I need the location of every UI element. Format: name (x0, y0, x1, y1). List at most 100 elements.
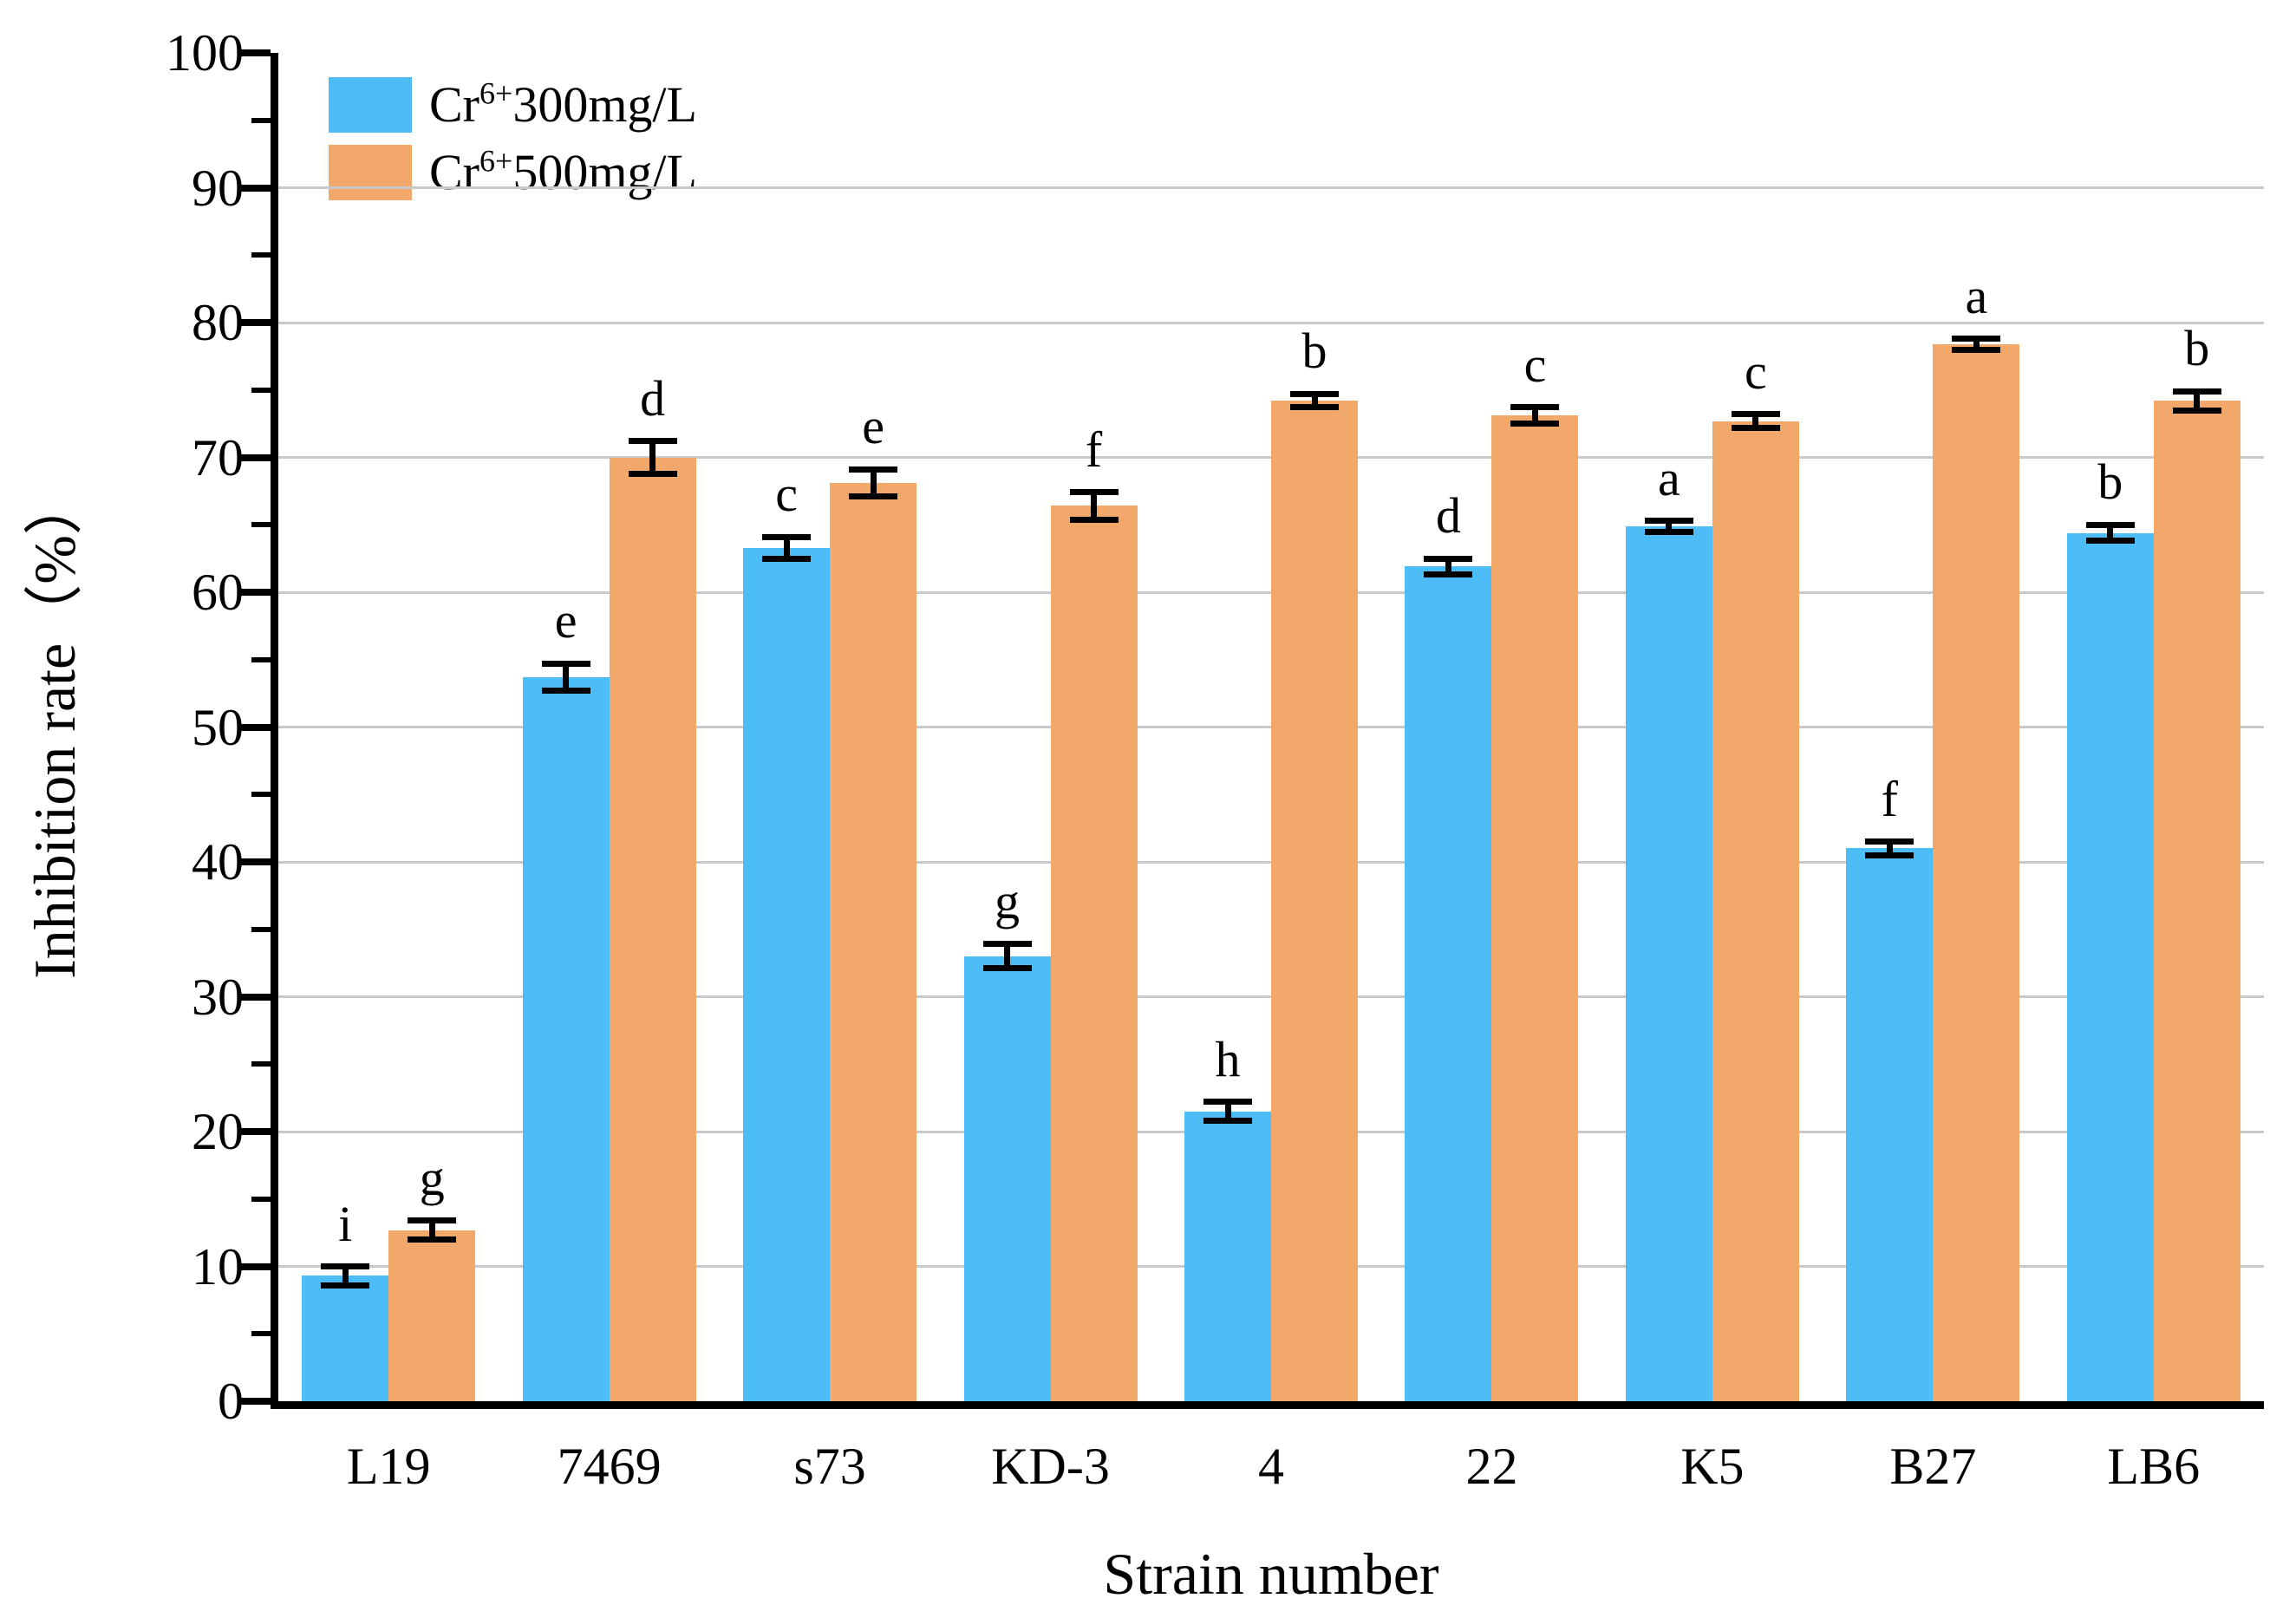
plot-area: Inhibition rate（%） Strain number Cr6+300… (22, 27, 2264, 1603)
bar-L19-300mg/L (302, 1275, 389, 1401)
x-category-label-L19: L19 (346, 1438, 431, 1495)
y-major-tick-90 (238, 184, 271, 192)
y-tick-label-90: 90 (192, 159, 244, 217)
error-cap-top-s73-500mg/L (849, 466, 898, 473)
y-major-tick-30 (238, 993, 271, 1001)
error-bar-7469-500mg/L (649, 440, 656, 474)
legend-item-300mg/L: Cr6+300mg/L (329, 77, 697, 133)
y-tick-label-80: 80 (192, 294, 244, 351)
error-bar-KD-3-300mg/L (1004, 943, 1011, 969)
y-major-tick-70 (238, 453, 271, 461)
bar-KD-3-300mg/L (963, 956, 1051, 1401)
x-category-label-22: 22 (1465, 1438, 1518, 1495)
error-cap-top-K5-500mg/L (1731, 411, 1780, 418)
y-minor-tick-15 (251, 1196, 271, 1202)
y-major-tick-20 (238, 1128, 271, 1135)
sig-letter-LB6-300mg/L: b (2097, 453, 2123, 511)
y-tick-label-0: 0 (218, 1373, 244, 1430)
error-bar-22-300mg/L (1445, 558, 1451, 575)
error-bar-4-500mg/L (1311, 394, 1318, 408)
bar-LB6-300mg/L (2066, 532, 2154, 1401)
error-bar-LB6-300mg/L (2107, 525, 2114, 541)
error-cap-top-LB6-300mg/L (2085, 521, 2135, 528)
legend-label-500mg/L: Cr6+500mg/L (429, 143, 697, 200)
error-cap-top-22-300mg/L (1424, 555, 1473, 562)
error-bar-4-300mg/L (1224, 1101, 1231, 1121)
bar-4-300mg/L (1184, 1111, 1271, 1401)
error-bar-L19-300mg/L (342, 1266, 349, 1286)
y-axis-title: Inhibition rate（%） (22, 475, 88, 979)
error-cap-top-22-500mg/L (1510, 404, 1560, 411)
error-cap-top-B27-500mg/L (1952, 336, 2001, 343)
error-cap-bottom-K5-500mg/L (1731, 424, 1780, 431)
bar-LB6-500mg/L (2153, 401, 2241, 1401)
bar-7469-300mg/L (522, 676, 610, 1401)
y-minor-tick-65 (251, 522, 271, 528)
y-tick-label-20: 20 (192, 1103, 244, 1160)
x-category-label-B27: B27 (1889, 1438, 1977, 1495)
sig-letter-7469-500mg/L: d (640, 369, 666, 427)
error-bar-s73-300mg/L (783, 537, 790, 559)
y-tick-label-10: 10 (192, 1237, 244, 1295)
y-major-tick-40 (238, 858, 271, 865)
y-major-tick-50 (238, 723, 271, 731)
error-cap-top-L19-300mg/L (321, 1263, 370, 1269)
error-cap-bottom-s73-500mg/L (849, 493, 898, 500)
error-bar-L19-500mg/L (428, 1220, 435, 1240)
sig-letter-LB6-500mg/L: b (2184, 320, 2210, 377)
y-major-tick-80 (238, 319, 271, 326)
legend-item-500mg/L: Cr6+500mg/L (329, 145, 697, 200)
sig-letter-s73-300mg/L: c (775, 466, 798, 523)
sig-letter-L19-500mg/L: g (419, 1149, 445, 1206)
sig-letter-L19-300mg/L: i (338, 1195, 353, 1252)
error-cap-bottom-K5-300mg/L (1644, 528, 1693, 535)
error-cap-top-4-500mg/L (1290, 390, 1339, 397)
error-cap-top-K5-300mg/L (1644, 518, 1693, 525)
bar-22-500mg/L (1491, 415, 1579, 1401)
x-category-label-s73: s73 (793, 1438, 866, 1495)
x-category-label-LB6: LB6 (2107, 1438, 2201, 1495)
error-cap-bottom-KD-3-500mg/L (1069, 516, 1119, 523)
y-tick-label-100: 100 (166, 24, 244, 82)
y-minor-tick-25 (251, 1061, 271, 1067)
y-minor-tick-85 (251, 252, 271, 258)
sig-letter-4-500mg/L: b (1301, 323, 1327, 380)
sig-letter-22-500mg/L: c (1523, 336, 1547, 393)
y-major-tick-0 (238, 1398, 271, 1405)
bar-B27-300mg/L (1846, 848, 1934, 1401)
error-cap-bottom-22-500mg/L (1510, 421, 1560, 427)
bar-22-300mg/L (1405, 566, 1492, 1401)
y-minor-tick-55 (251, 656, 271, 662)
sig-letter-KD-3-500mg/L: f (1085, 421, 1103, 478)
error-cap-bottom-L19-500mg/L (408, 1236, 457, 1243)
error-cap-top-7469-300mg/L (541, 660, 590, 667)
error-cap-top-LB6-500mg/L (2172, 388, 2221, 395)
x-category-label-4: 4 (1258, 1438, 1284, 1495)
legend: Cr6+300mg/L Cr6+500mg/L (329, 77, 697, 200)
bar-K5-500mg/L (1712, 421, 1799, 1401)
sig-letter-K5-300mg/L: a (1658, 449, 1680, 506)
bar-7469-500mg/L (609, 457, 696, 1401)
x-category-label-7469: 7469 (557, 1438, 662, 1495)
error-cap-bottom-7469-500mg/L (628, 470, 677, 477)
error-cap-bottom-7469-300mg/L (541, 688, 590, 694)
x-category-label-KD-3: KD-3 (991, 1438, 1110, 1495)
error-cap-top-7469-500mg/L (628, 438, 677, 445)
y-major-tick-100 (238, 49, 271, 56)
error-cap-bottom-4-500mg/L (1290, 404, 1339, 411)
bar-KD-3-500mg/L (1050, 506, 1138, 1401)
legend-swatch-300mg/L (329, 77, 412, 133)
error-cap-bottom-L19-300mg/L (321, 1282, 370, 1289)
error-bar-LB6-500mg/L (2194, 391, 2201, 411)
error-bar-22-500mg/L (1531, 407, 1538, 424)
bar-B27-500mg/L (1933, 343, 2020, 1401)
bar-s73-500mg/L (830, 483, 917, 1401)
y-minor-tick-95 (251, 117, 271, 123)
y-minor-tick-75 (251, 387, 271, 393)
y-tick-label-70: 70 (192, 428, 244, 486)
x-category-label-K5: K5 (1680, 1438, 1745, 1495)
error-cap-top-KD-3-300mg/L (982, 941, 1032, 948)
sig-letter-B27-500mg/L: a (1965, 267, 1988, 324)
error-cap-top-4-300mg/L (1203, 1099, 1252, 1106)
